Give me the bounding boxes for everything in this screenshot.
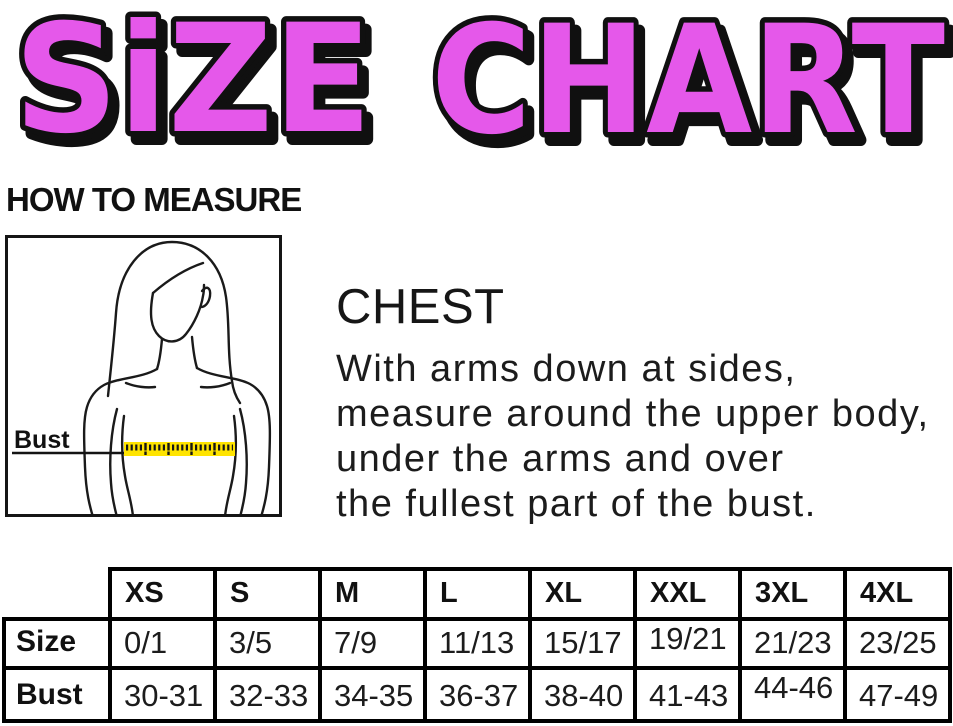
table-row-size: Size 0/1 3/5 7/9 11/13 15/17 19/21 21/23…: [2, 617, 952, 670]
size-value-l: 11/13: [423, 617, 532, 670]
right-shoulder-arm-line: [195, 366, 272, 517]
col-header-xs: XS: [108, 567, 217, 621]
table-row-bust: Bust 30-31 32-33 34-35 36-37 38-40 41-43…: [2, 666, 952, 723]
size-value-xs: 0/1: [108, 617, 217, 670]
title-word-chart: CHART: [431, 0, 945, 168]
col-header-xxl: XXL: [633, 567, 742, 621]
left-shoulder-arm-line: [82, 367, 159, 517]
right-inner-arm-line: [238, 407, 248, 517]
table-header-row: XS S M L XL XXL 3XL 4XL: [4, 567, 952, 621]
size-value-xxl: 19/21: [633, 617, 742, 670]
neck-right-line: [190, 335, 199, 370]
bust-value-l: 36-37: [423, 666, 532, 723]
bust-value-xxl: 41-43: [633, 666, 742, 723]
col-header-l: L: [423, 567, 532, 621]
size-chart-title: SiZE CHART SiZE CHART: [9, 0, 953, 172]
face-outline: [149, 283, 206, 343]
torso-right-line: [223, 414, 237, 517]
right-collarbone-dash: [199, 381, 232, 389]
size-value-4xl: 23/25: [843, 617, 952, 670]
diagram-border: [5, 235, 282, 517]
title-word-size: SiZE: [14, 0, 372, 167]
chest-instruction-line: measure around the upper body,: [336, 393, 930, 435]
blank-corner-cell: [4, 569, 112, 621]
left-inner-arm-line: [109, 407, 119, 517]
torso-left-line: [121, 414, 135, 517]
bust-value-m: 34-35: [318, 666, 427, 723]
hair-outline: [106, 240, 242, 405]
bust-value-xs: 30-31: [108, 666, 217, 723]
bust-label: Bust: [14, 426, 70, 454]
size-value-xl: 15/17: [528, 617, 637, 670]
size-value-3xl: 21/23: [738, 617, 847, 670]
how-to-measure-heading: HOW TO MEASURE: [6, 181, 302, 218]
row-label-size: Size: [2, 617, 112, 670]
size-table: XS S M L XL XXL 3XL 4XL Size 0/1 3/5 7/9…: [2, 567, 952, 723]
bust-value-4xl: 47-49: [843, 666, 952, 723]
chest-instruction-line: under the arms and over: [336, 438, 785, 480]
col-header-4xl: 4XL: [843, 567, 952, 621]
col-header-s: S: [213, 567, 322, 621]
title-word-size-shadow: SiZE: [20, 1, 378, 172]
chest-heading: CHEST: [336, 280, 505, 334]
bust-value-xl: 38-40: [528, 666, 637, 723]
neck-left-line: [155, 337, 164, 371]
measurement-diagram: Bust: [5, 235, 282, 517]
size-value-m: 7/9: [318, 617, 427, 670]
hair-fringe-line: [151, 261, 205, 295]
chest-instruction-line: the fullest part of the bust.: [336, 483, 817, 525]
col-header-3xl: 3XL: [738, 567, 847, 621]
ear-outline: [200, 286, 212, 309]
body-figure-illustration: [82, 240, 272, 517]
col-header-m: M: [318, 567, 427, 621]
bust-value-s: 32-33: [213, 666, 322, 723]
chest-section: CHEST With arms down at sides, measure a…: [336, 279, 951, 527]
left-collarbone-dash: [124, 381, 157, 389]
chest-instruction-line: With arms down at sides,: [336, 348, 797, 390]
title-word-chart-shadow: CHART: [437, 2, 951, 172]
row-label-bust: Bust: [2, 666, 112, 723]
size-value-s: 3/5: [213, 617, 322, 670]
col-header-xl: XL: [528, 567, 637, 621]
bust-value-3xl: 44-46: [738, 666, 847, 723]
measuring-tape-ticks: [126, 443, 233, 455]
